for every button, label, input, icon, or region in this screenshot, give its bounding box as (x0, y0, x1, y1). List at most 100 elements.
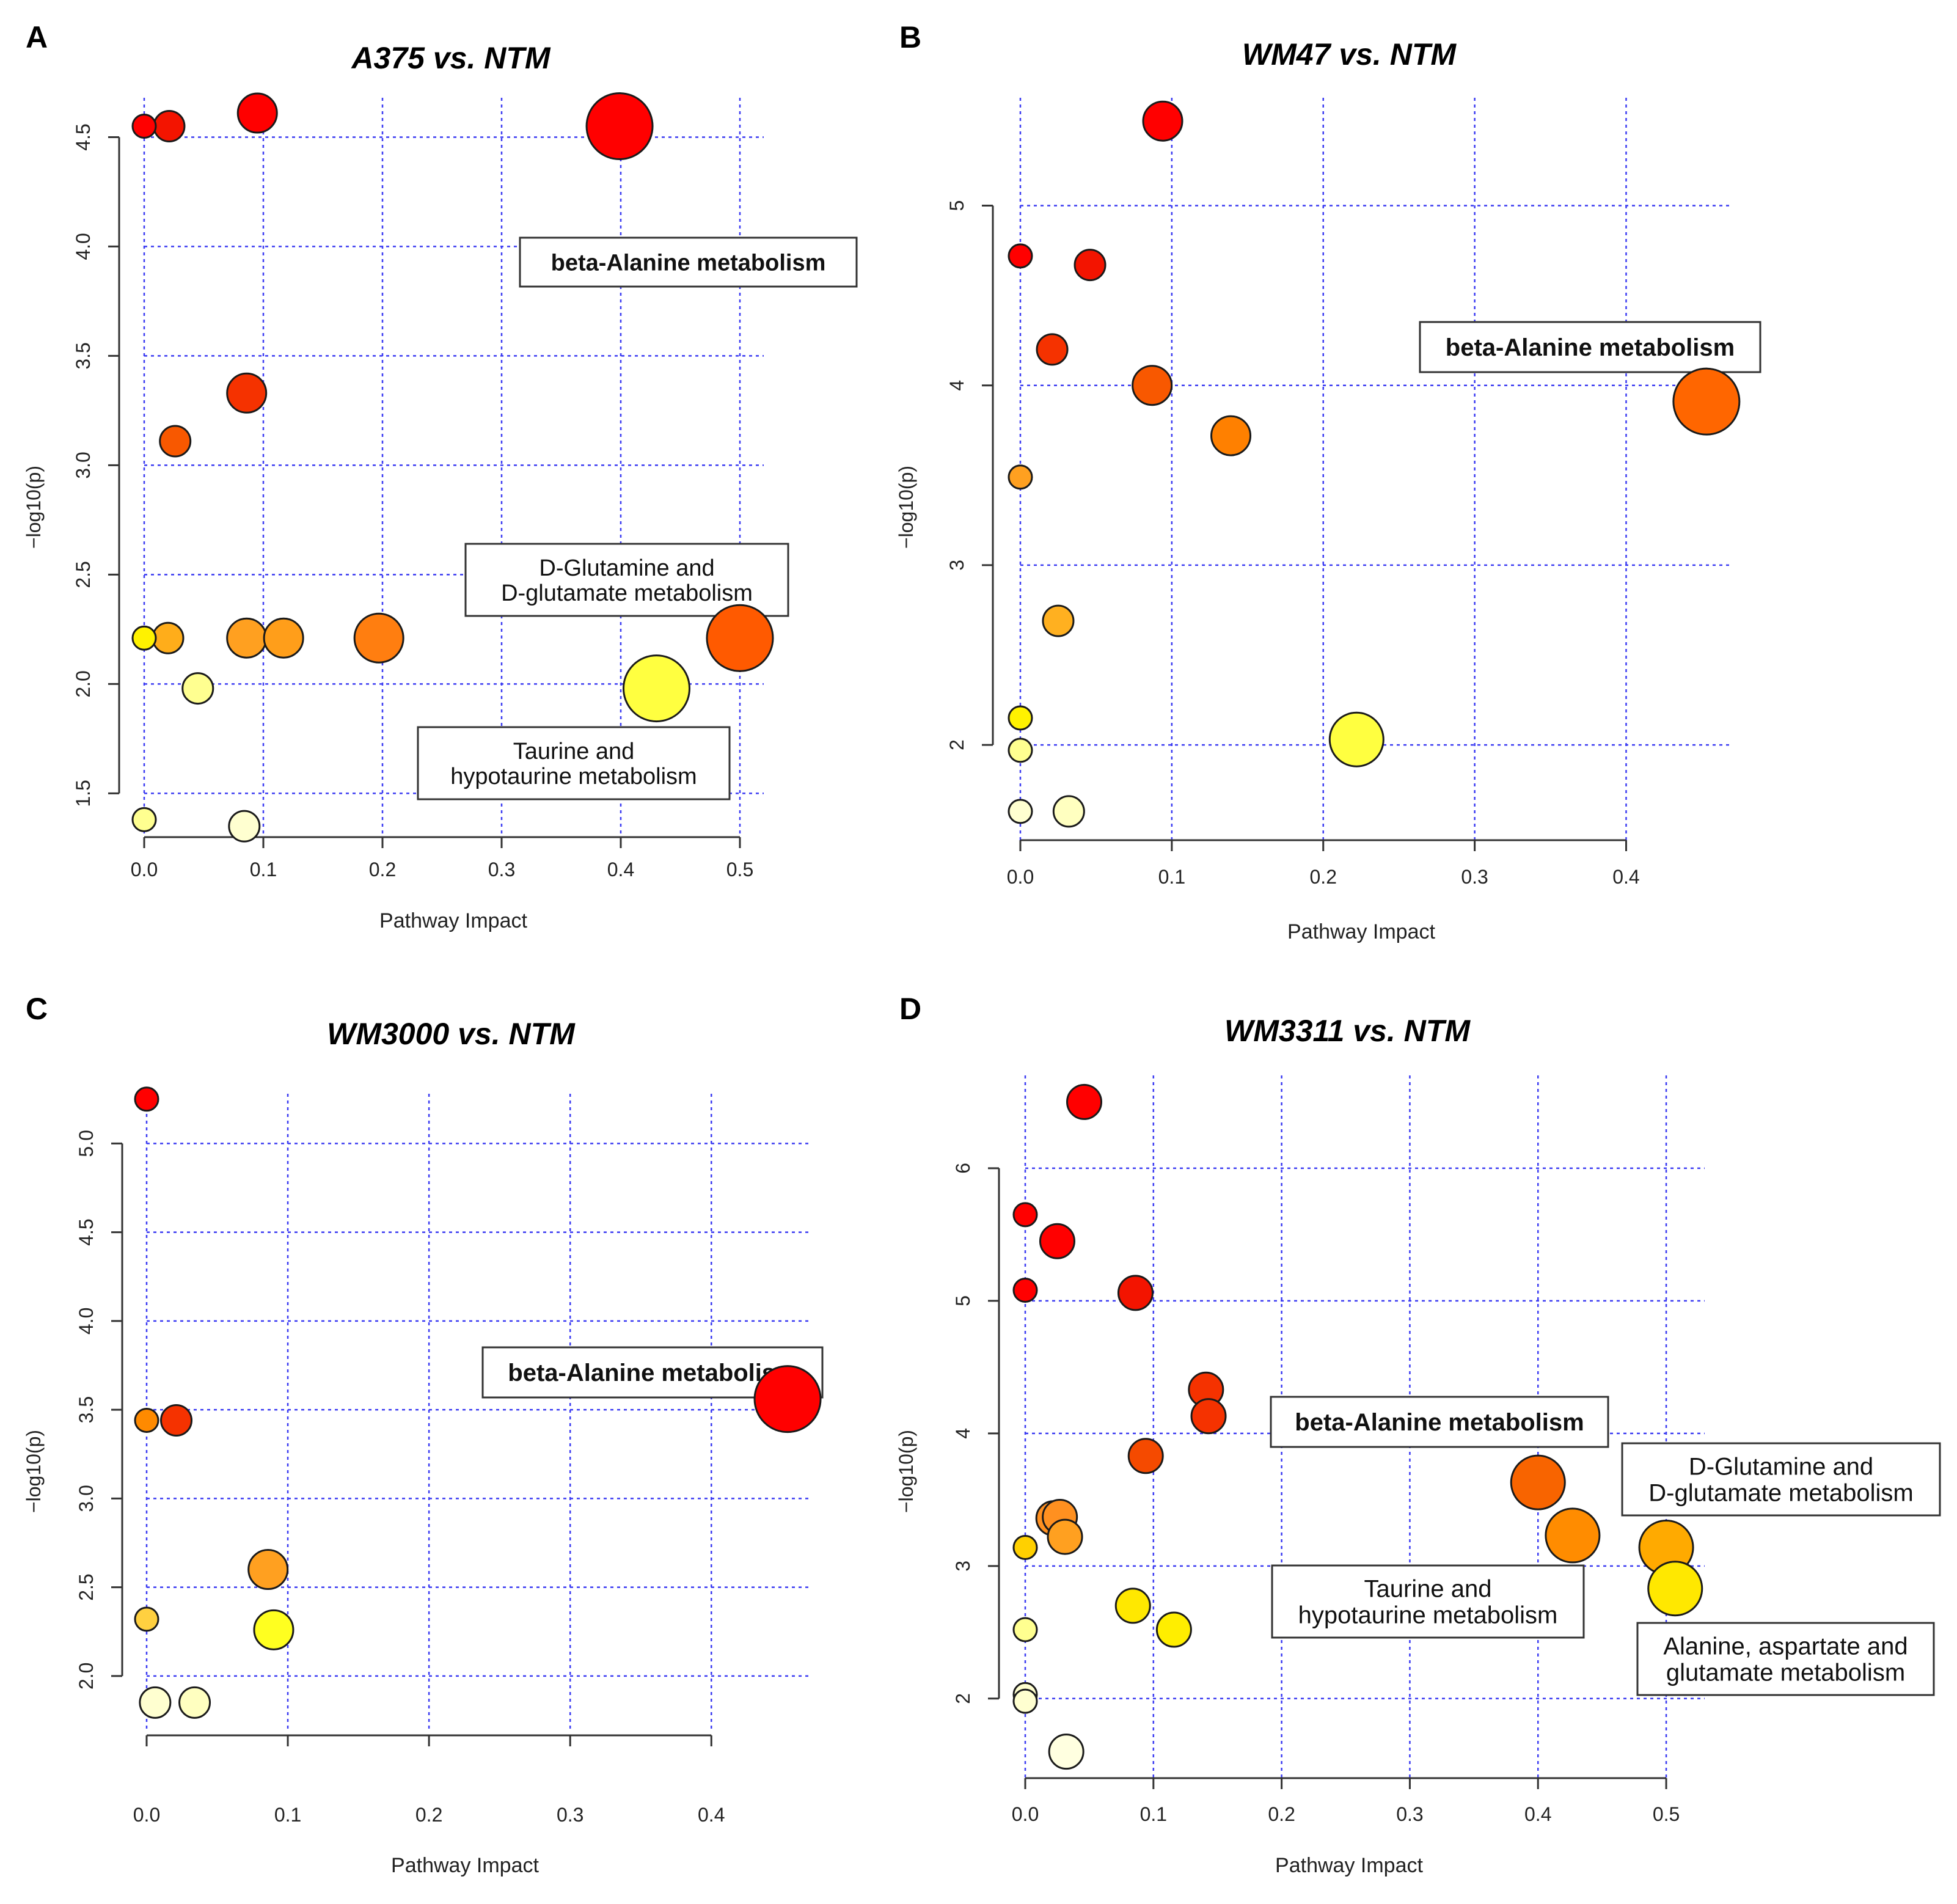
point-c-1 (247, 1549, 289, 1591)
annotation-box-d-3 (1636, 1622, 1935, 1696)
point-a-4 (236, 92, 278, 134)
point-d-9 (1127, 1438, 1164, 1474)
point-d-6 (1117, 1275, 1154, 1311)
y-tick-label-a-1: 2.0 (72, 670, 94, 697)
x-tick-label-c-2: 0.2 (415, 1804, 442, 1826)
point-c-8 (134, 1606, 159, 1632)
y-tick-label-c-5: 4.5 (75, 1218, 97, 1245)
annotation-box-a-2 (417, 726, 731, 800)
annotation-text-a-1-0: D-Glutamine and (539, 555, 714, 581)
point-a-0 (585, 92, 654, 161)
annotation-text-a-2-0: Taurine and (513, 739, 635, 764)
point-d-17 (1012, 1278, 1038, 1303)
y-tick-label-a-5: 4.0 (72, 233, 94, 260)
point-b-8 (1052, 795, 1085, 828)
annotation-text-b-0-0: beta-Alanine metabolism (1446, 334, 1735, 361)
y-tick-label-b-0: 2 (946, 739, 968, 750)
x-tick-label-d-5: 0.5 (1653, 1803, 1680, 1825)
annotation-text-a-2-1: hypotaurine metabolism (450, 764, 697, 789)
panel-title-a: A375 vs. NTM (350, 41, 551, 75)
annotation-text-d-2-1: hypotaurine metabolism (1298, 1602, 1558, 1629)
x-tick-label-d-1: 0.1 (1140, 1803, 1167, 1825)
point-d-15 (1048, 1734, 1085, 1770)
point-c-5 (178, 1686, 211, 1719)
x-tick-label-b-3: 0.3 (1461, 866, 1488, 888)
panel-letter-b: B (899, 20, 921, 54)
x-tick-label-d-2: 0.2 (1268, 1803, 1295, 1825)
x-tick-label-b-1: 0.1 (1158, 866, 1185, 888)
point-a-1 (706, 604, 774, 672)
point-b-10 (1008, 464, 1033, 490)
panel-title-c: WM3000 vs. NTM (327, 1017, 576, 1051)
y-axis-title-a: −log10(p) (23, 466, 45, 549)
point-b-9 (1008, 243, 1033, 269)
point-a-5 (226, 372, 268, 414)
x-tick-label-d-0: 0.0 (1012, 1803, 1039, 1825)
annotation-text-d-3-1: glutamate metabolism (1666, 1660, 1905, 1686)
y-tick-label-d-1: 3 (952, 1561, 974, 1572)
x-tick-label-d-3: 0.3 (1396, 1803, 1423, 1825)
y-tick-label-a-4: 3.5 (72, 342, 94, 369)
point-d-19 (1012, 1617, 1038, 1642)
annotation-text-d-1-1: D-glutamate metabolism (1648, 1480, 1914, 1507)
point-d-13 (1114, 1587, 1151, 1624)
y-tick-label-c-6: 5.0 (75, 1130, 97, 1157)
point-b-0 (1672, 367, 1741, 436)
x-tick-label-b-2: 0.2 (1310, 866, 1337, 888)
x-axis-title-a: Pathway Impact (379, 909, 527, 932)
y-tick-label-a-3: 3.0 (72, 452, 94, 478)
y-tick-label-d-0: 2 (952, 1693, 974, 1704)
point-a-8 (153, 110, 186, 143)
point-b-13 (1008, 799, 1033, 824)
point-d-5 (1039, 1223, 1075, 1259)
x-axis-title-c: Pathway Impact (391, 1854, 539, 1877)
point-d-3 (1647, 1561, 1703, 1617)
x-tick-label-a-2: 0.2 (369, 859, 396, 881)
point-b-12 (1008, 738, 1033, 763)
annotation-text-d-2-0: Taurine and (1364, 1575, 1491, 1602)
x-tick-label-a-0: 0.0 (131, 859, 158, 881)
y-tick-label-b-1: 3 (946, 560, 968, 571)
point-a-13 (131, 114, 157, 139)
point-d-21 (1012, 1688, 1038, 1714)
y-tick-label-b-2: 4 (946, 380, 968, 391)
y-tick-label-c-2: 3.0 (75, 1485, 97, 1512)
point-b-4 (1210, 415, 1252, 456)
point-a-12 (228, 810, 261, 843)
panel-title-b: WM47 vs. NTM (1242, 37, 1457, 71)
y-tick-label-c-4: 4.0 (75, 1308, 97, 1335)
annotation-text-d-1-0: D-Glutamine and (1689, 1453, 1873, 1480)
point-d-14 (1155, 1611, 1192, 1648)
point-a-15 (131, 807, 157, 832)
y-tick-label-a-0: 1.5 (72, 780, 94, 807)
panel-title-d: WM3311 vs. NTM (1224, 1014, 1471, 1048)
y-tick-label-a-2: 2.5 (72, 561, 94, 588)
annotation-box-a-0 (519, 236, 858, 288)
annotation-text-d-3-0: Alanine, aspartate and (1663, 1633, 1908, 1660)
point-d-8 (1190, 1398, 1227, 1435)
annotation-box-b-0 (1419, 321, 1761, 373)
annotation-text-d-0-0: beta-Alanine metabolism (1295, 1409, 1584, 1436)
x-tick-label-c-1: 0.1 (274, 1804, 301, 1826)
point-d-18 (1012, 1534, 1038, 1560)
point-a-7 (263, 617, 304, 659)
panel-letter-d: D (899, 992, 921, 1026)
annotation-box-d-2 (1271, 1564, 1585, 1639)
annotation-box-a-1 (464, 543, 789, 617)
annotation-box-d-0 (1270, 1396, 1609, 1448)
point-c-0 (753, 1365, 822, 1433)
annotation-box-d-1 (1621, 1442, 1941, 1517)
x-axis-title-b: Pathway Impact (1287, 920, 1435, 943)
point-b-3 (1132, 365, 1173, 406)
point-a-10 (152, 621, 185, 654)
point-c-4 (139, 1686, 172, 1719)
point-d-0 (1510, 1454, 1566, 1510)
point-b-7 (1042, 604, 1075, 637)
point-a-9 (159, 425, 192, 458)
y-tick-label-c-0: 2.0 (75, 1663, 97, 1690)
point-b-11 (1008, 705, 1033, 731)
x-tick-label-a-4: 0.4 (607, 859, 634, 881)
annotation-text-a-1-1: D-glutamate metabolism (501, 580, 753, 606)
point-c-6 (134, 1086, 159, 1112)
point-c-3 (160, 1404, 193, 1437)
